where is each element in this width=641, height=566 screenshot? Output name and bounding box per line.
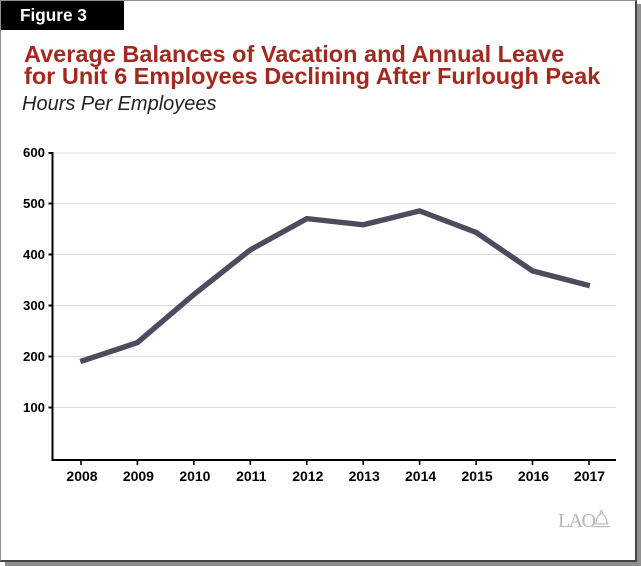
svg-text:2017: 2017 — [574, 468, 605, 484]
svg-text:2015: 2015 — [462, 468, 493, 484]
svg-text:600: 600 — [23, 145, 45, 160]
svg-text:2010: 2010 — [179, 468, 210, 484]
svg-text:2016: 2016 — [518, 468, 549, 484]
svg-text:2008: 2008 — [66, 468, 97, 484]
svg-text:2011: 2011 — [236, 468, 267, 484]
svg-text:2013: 2013 — [349, 468, 380, 484]
svg-text:500: 500 — [23, 196, 45, 211]
svg-text:300: 300 — [23, 298, 45, 313]
svg-text:2012: 2012 — [292, 468, 323, 484]
svg-text:2014: 2014 — [405, 468, 436, 484]
svg-text:200: 200 — [23, 349, 45, 364]
svg-text:400: 400 — [23, 247, 45, 262]
svg-text:2009: 2009 — [123, 468, 154, 484]
svg-text:100: 100 — [23, 400, 45, 415]
